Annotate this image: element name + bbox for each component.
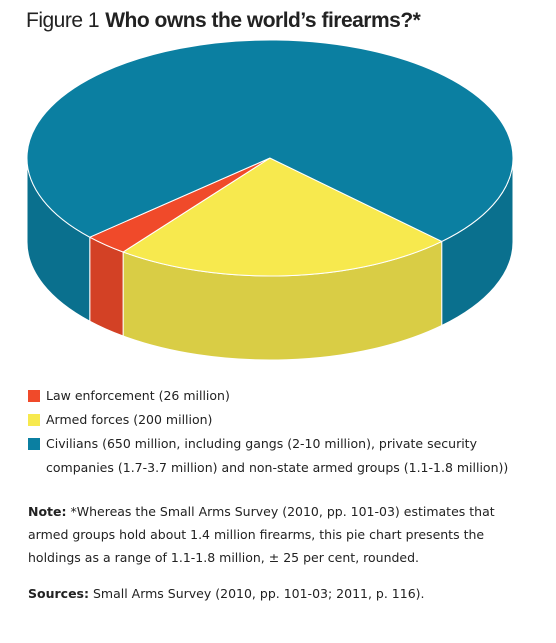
- legend-item: Civilians (650 million, including gangs …: [28, 432, 538, 480]
- legend: Law enforcement (26 million) Armed forces…: [28, 384, 538, 480]
- legend-label: Law enforcement (26 million): [46, 388, 230, 403]
- chart-title: Who owns the world’s firearms?*: [105, 9, 421, 32]
- slice-top: [121, 157, 443, 277]
- legend-item: Armed forces (200 million): [28, 408, 538, 432]
- legend-swatch: [28, 390, 40, 402]
- note-text: *Whereas the Small Arms Survey (2010, pp…: [28, 504, 495, 565]
- pie-slice: [26, 39, 514, 327]
- legend-label: Armed forces (200 million): [46, 412, 213, 427]
- legend-swatch: [28, 438, 40, 450]
- legend-label: Civilians (650 million, including gangs …: [46, 436, 509, 475]
- slice-side: [89, 236, 124, 337]
- note-label: Note:: [28, 504, 67, 519]
- sources-label: Sources:: [28, 586, 89, 601]
- pie-slice: [88, 157, 271, 337]
- sources-text: Small Arms Survey (2010, pp. 101-03; 201…: [92, 586, 425, 601]
- slice-top: [26, 39, 514, 242]
- legend-item: Law enforcement (26 million): [28, 384, 538, 408]
- title: Figure 1 Who owns the world’s firearms?*: [26, 8, 421, 33]
- pie-chart: [26, 39, 514, 361]
- figure-label: Figure 1: [26, 9, 100, 32]
- sources: Sources: Small Arms Survey (2010, pp. 10…: [28, 582, 528, 605]
- note: Note: *Whereas the Small Arms Survey (20…: [28, 500, 528, 569]
- legend-swatch: [28, 414, 40, 426]
